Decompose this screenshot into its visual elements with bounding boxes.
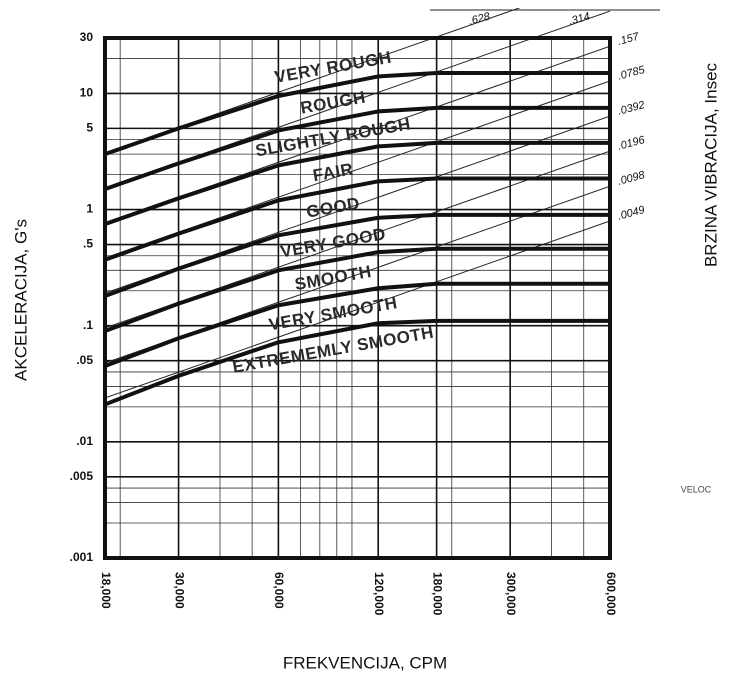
x-tick-label: 300,000 bbox=[504, 572, 518, 616]
velocity-label: .0785 bbox=[616, 64, 647, 83]
plot-frame bbox=[103, 36, 612, 560]
velocity-label: .157 bbox=[616, 31, 641, 48]
severity-curve bbox=[104, 281, 610, 368]
velocity-label: .314 bbox=[567, 11, 591, 28]
x-axis-title: FREKVENCIJA, CPM bbox=[283, 653, 447, 672]
x-tick-label: 180,000 bbox=[430, 572, 444, 616]
y-tick-label: .001 bbox=[70, 550, 94, 564]
region-label: FAIR bbox=[311, 159, 354, 185]
velocity-label: .0392 bbox=[616, 99, 646, 118]
curves bbox=[104, 70, 610, 407]
severity-curve bbox=[104, 70, 610, 157]
y-tick-label: 1 bbox=[86, 202, 93, 216]
y2-axis-title: BRZINA VIBRACIJA, Insec bbox=[701, 62, 720, 267]
x-tick-label: 30,000 bbox=[172, 572, 186, 609]
y-tick-label: 30 bbox=[80, 30, 94, 44]
y-tick-label: .005 bbox=[70, 469, 94, 483]
severity-curve bbox=[104, 105, 610, 191]
severity-curve bbox=[104, 140, 610, 226]
y-tick-label: .01 bbox=[76, 434, 93, 448]
y-tick-label: .1 bbox=[83, 318, 93, 332]
velocity-label: .0098 bbox=[616, 169, 647, 188]
velocity-label: .628 bbox=[468, 10, 493, 27]
x-tick-label: 600,000 bbox=[604, 572, 618, 616]
y-tick-label: 10 bbox=[80, 86, 94, 100]
x-tick-label: 60,000 bbox=[272, 572, 286, 609]
region-label: ROUGH bbox=[299, 88, 367, 118]
y-axis-title: AKCELERACIJA, G's bbox=[11, 219, 30, 381]
side-note: VELOC bbox=[681, 484, 712, 494]
region-label: GOOD bbox=[305, 194, 361, 222]
y-tick-label: .05 bbox=[76, 353, 93, 367]
velocity-label: .0049 bbox=[616, 204, 646, 223]
y-tick-label: .5 bbox=[83, 237, 93, 251]
region-label: VERY ROUGH bbox=[273, 48, 393, 87]
x-tick-label: 120,000 bbox=[372, 572, 386, 616]
velocity-label: .0196 bbox=[616, 134, 647, 153]
severity-curve bbox=[104, 212, 610, 298]
severity-curve bbox=[104, 176, 610, 262]
x-tick-label: 18,000 bbox=[99, 572, 113, 609]
severity-curve bbox=[104, 318, 610, 407]
y-tick-label: 5 bbox=[86, 121, 93, 135]
severity-curve bbox=[104, 246, 610, 333]
